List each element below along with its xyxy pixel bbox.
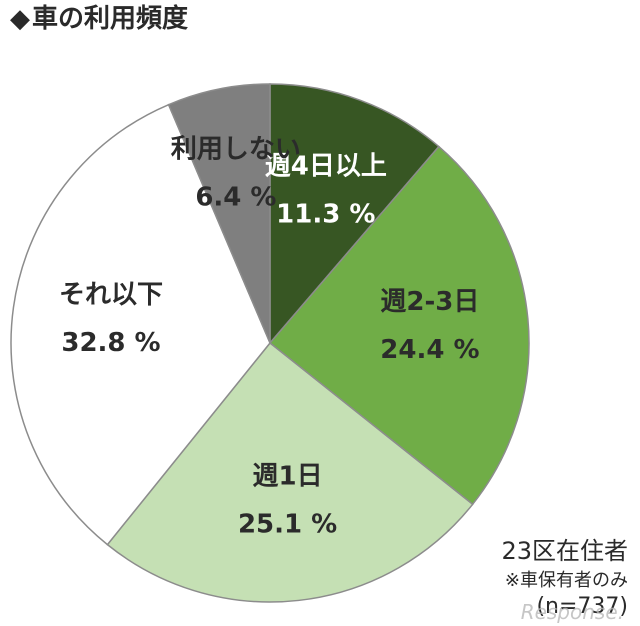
watermark-logo: Response. [520,600,624,624]
pie-slice-2 [268,145,530,506]
slice-label-5: 利用しない [171,135,301,165]
chart-title: ◆車の利用頻度 [10,2,188,36]
slice-label-1: 週4日以上 [265,151,387,181]
diamond-icon: ◆ [10,4,30,34]
pie-slice-5 [167,83,271,344]
pie-slice-1 [269,83,440,346]
slice-value-1: 11.3 % [276,199,375,229]
owner-note: ※車保有者のみ [504,570,628,591]
pie-slice-4 [10,103,271,546]
slice-value-2: 24.4 % [380,335,479,365]
slice-value-3: 25.1 % [238,510,337,540]
chart-title-text: 車の利用頻度 [32,4,189,34]
sample-size-note: (n=737) [536,594,628,619]
slice-value-4: 32.8 % [61,328,160,358]
slice-label-3: 週1日 [253,462,323,492]
population-note: 23区在住者 [501,537,628,565]
pie-slice-3 [106,341,474,603]
slice-label-4: それ以下 [59,280,163,310]
slice-value-5: 6.4 % [195,183,276,213]
slice-label-2: 週2-3日 [380,287,479,317]
